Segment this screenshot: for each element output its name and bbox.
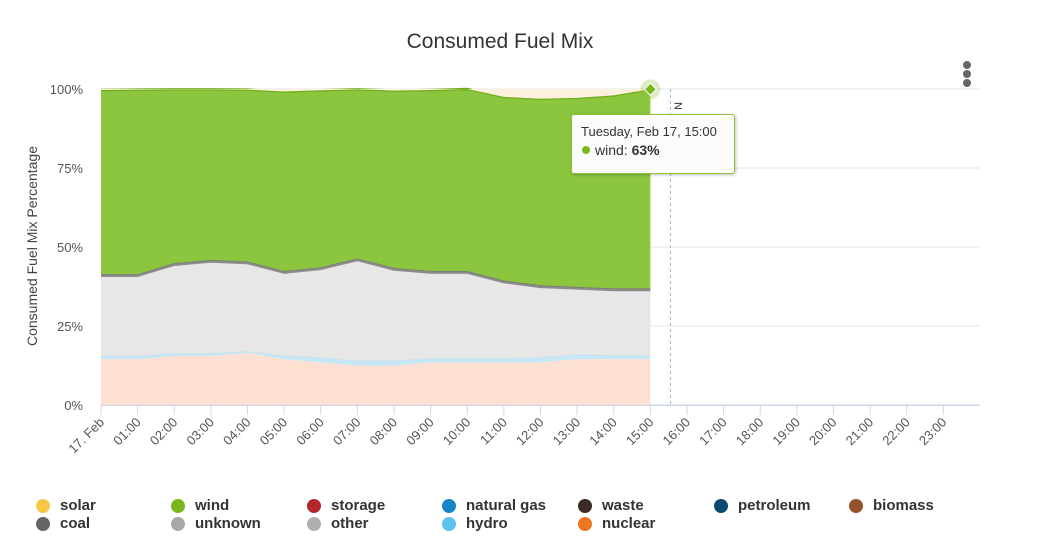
legend-label: storage [331, 497, 386, 514]
legend-swatch [442, 499, 456, 513]
legend-label: nuclear [602, 515, 656, 532]
legend-swatch [714, 499, 728, 513]
area-hydro[interactable] [101, 351, 651, 366]
y-tick-label: 0% [64, 398, 83, 413]
legend-label: unknown [195, 515, 261, 532]
tooltip-series-dot [582, 146, 590, 154]
legend-swatch [171, 499, 185, 513]
now-marker-label: N [672, 102, 684, 110]
area-coal[interactable] [101, 258, 651, 292]
area-unknown[interactable] [101, 261, 651, 361]
legend-label: petroleum [738, 497, 811, 514]
x-tick-label: 15:00 [623, 415, 657, 449]
x-tick-label: 21:00 [843, 415, 877, 449]
x-tick-label: 01:00 [110, 415, 144, 449]
area-nuclear[interactable] [101, 352, 651, 405]
legend-swatch [578, 499, 592, 513]
x-tick-label: 04:00 [220, 415, 254, 449]
x-tick-label: 20:00 [806, 415, 840, 449]
x-tick-label: 18:00 [733, 415, 767, 449]
context-menu-icon[interactable] [958, 60, 976, 88]
x-tick-label: 10:00 [440, 415, 474, 449]
y-tick-label: 100% [50, 82, 84, 97]
x-tick-label: 17. Feb [65, 415, 107, 457]
legend-swatch [307, 517, 321, 531]
legend-label: coal [60, 515, 91, 532]
x-tick-label: 02:00 [147, 415, 181, 449]
y-tick-labels: 0% 25% 50% 75% 100% [50, 82, 84, 413]
y-tick-label: 25% [57, 319, 83, 334]
y-tick-label: 75% [57, 161, 83, 176]
x-tick-label: 11:00 [477, 415, 510, 448]
legend-swatch [578, 517, 592, 531]
area-solar[interactable] [101, 89, 651, 99]
x-tick-label: 09:00 [403, 415, 437, 449]
area-series [100, 87, 651, 405]
hover-marker[interactable] [643, 82, 658, 97]
x-tick-label: 08:00 [367, 415, 401, 449]
x-tick-label: 14:00 [586, 415, 620, 449]
x-tick-labels: 17. Feb 01:00 02:00 03:00 04:00 05:00 06:00 07:… [65, 405, 949, 456]
x-tick-label: 05:00 [257, 415, 291, 449]
legend-swatch [442, 517, 456, 531]
x-tick-label: 03:00 [183, 415, 217, 449]
legend-label: solar [60, 497, 96, 514]
area-wind[interactable] [101, 89, 651, 289]
x-tick-label: 16:00 [660, 415, 694, 449]
x-tick-label: 06:00 [293, 415, 327, 449]
legend-label: hydro [466, 515, 508, 532]
x-tick-label: 07:00 [330, 415, 364, 449]
tooltip-series-name: wind [595, 142, 624, 158]
x-tick-label: 22:00 [879, 415, 913, 449]
fuel-mix-area-chart: 0% 25% 50% 75% 100% 17. Feb 01:00 02:00 03:00 04… [50, 79, 980, 456]
y-tick-label: 50% [57, 240, 83, 255]
legend-label: biomass [873, 497, 934, 514]
legend-label: natural gas [466, 497, 547, 514]
tooltip-value: 63% [631, 142, 660, 158]
legend-swatch [36, 499, 50, 513]
x-tick-label: 13:00 [550, 415, 584, 449]
legend-swatch [36, 517, 50, 531]
x-tick-label: 17:00 [696, 415, 730, 449]
chart-title: Consumed Fuel Mix [406, 30, 594, 53]
data-tooltip: Tuesday, Feb 17, 15:00 wind: 63% [571, 114, 735, 174]
legend-swatch [307, 499, 321, 513]
x-tick-label: 19:00 [769, 415, 803, 449]
chart-overlay: N [640, 79, 684, 405]
legend-label: other [331, 515, 369, 532]
area-other[interactable] [101, 350, 651, 361]
legend-label: wind [195, 497, 230, 514]
tooltip-time: Tuesday, Feb 17, 15:00 [581, 124, 717, 139]
legend-label: waste [602, 497, 644, 514]
legend-swatch [171, 517, 185, 531]
tooltip-value-row: wind: 63% [582, 142, 660, 158]
x-tick-label: 23:00 [916, 415, 950, 449]
legend-swatch [849, 499, 863, 513]
x-tick-label: 12:00 [513, 415, 547, 449]
